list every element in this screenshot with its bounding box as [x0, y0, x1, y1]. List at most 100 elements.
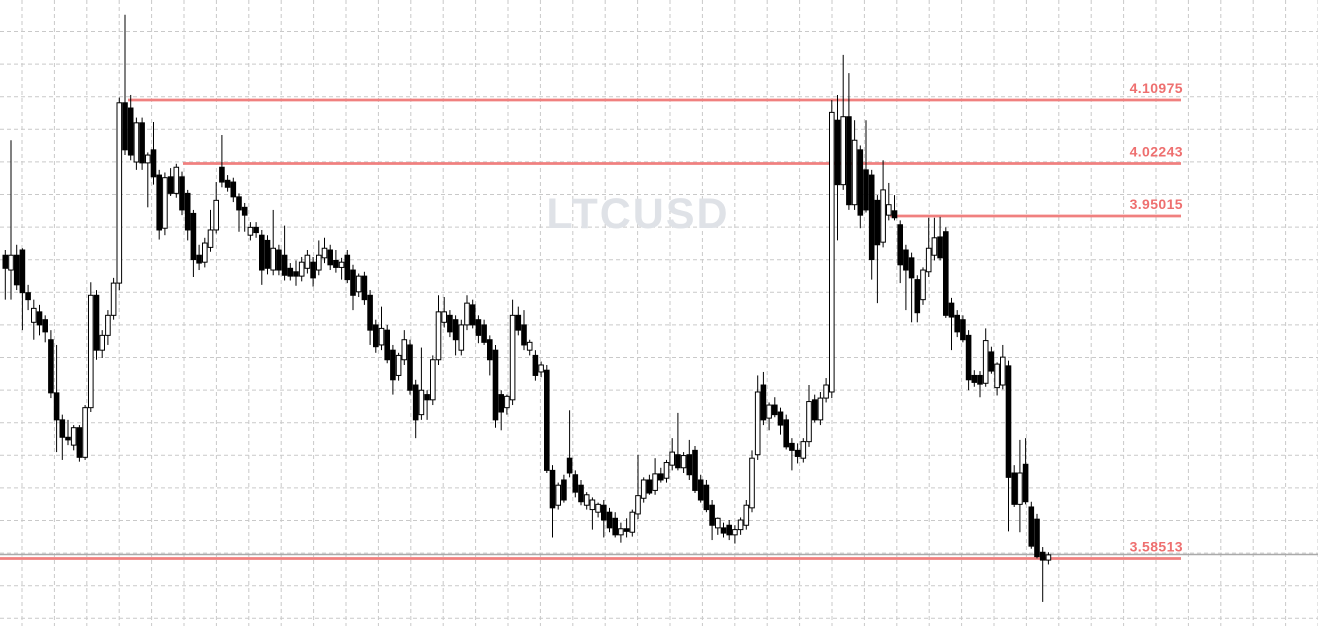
candle-body-up	[1000, 356, 1006, 386]
candle-body-down	[572, 474, 579, 493]
candle-body-up	[338, 261, 345, 268]
candle	[515, 306, 522, 336]
candle	[692, 445, 698, 494]
candle-body-down	[59, 419, 66, 438]
candle-body-down	[224, 179, 231, 188]
candle	[925, 217, 932, 278]
candle-body-down	[13, 254, 20, 286]
candle	[504, 394, 510, 415]
candle-body-up	[378, 327, 385, 346]
candle-body-down	[760, 384, 767, 421]
candle-body-up	[737, 519, 744, 531]
level-label: 4.10975	[1130, 80, 1183, 96]
candle	[601, 500, 607, 538]
candle	[886, 182, 892, 221]
candle-body-down	[1028, 506, 1035, 547]
candle-body-down	[53, 392, 60, 421]
candle	[390, 344, 396, 395]
candle	[1028, 501, 1035, 549]
candle	[669, 438, 676, 471]
candle-body-up	[355, 275, 362, 293]
candle-body-up	[732, 529, 738, 536]
candle-body-up	[401, 339, 408, 361]
candle-body-down	[943, 231, 949, 316]
candle-body-up	[538, 364, 544, 373]
candle-body-down	[897, 224, 904, 266]
candle	[481, 319, 487, 345]
candle-body-down	[977, 374, 983, 385]
candle-body-up	[829, 111, 835, 393]
candle-body-up	[555, 484, 562, 506]
candle-body-up	[8, 254, 14, 271]
candle	[732, 525, 738, 544]
candle	[304, 250, 311, 274]
candle-body-down	[384, 329, 390, 361]
candle	[1034, 513, 1040, 559]
candle	[88, 282, 94, 413]
candle-body-up	[669, 451, 676, 466]
candle-body-up	[162, 177, 168, 229]
candle-body-down	[241, 206, 248, 216]
candle-body-down	[1011, 472, 1018, 505]
candle-body-down	[891, 210, 898, 219]
candle	[829, 100, 835, 399]
candle	[259, 229, 265, 285]
candle	[281, 225, 288, 281]
candle	[458, 319, 465, 356]
candle	[401, 330, 408, 365]
candle	[561, 474, 567, 503]
candle	[316, 240, 322, 276]
level-label: 4.02243	[1130, 144, 1183, 160]
candle-body-up	[800, 441, 807, 459]
candle-body-up	[464, 302, 470, 326]
candle-body-up	[526, 341, 533, 351]
candle	[868, 169, 875, 280]
candle-body-down	[287, 267, 294, 277]
candle	[965, 330, 972, 391]
candle	[179, 171, 185, 216]
candle-body-down	[726, 524, 733, 536]
candle	[937, 216, 943, 261]
candle-body-up	[321, 247, 328, 259]
candle	[65, 419, 71, 446]
level-price-labels: 4.10975 4.02243 3.95015 3.58513	[1130, 80, 1183, 555]
candle-body-up	[316, 254, 322, 271]
candle	[373, 319, 379, 353]
candle	[703, 479, 710, 513]
candle	[960, 315, 966, 343]
candle-body-down	[139, 122, 145, 164]
candle	[498, 390, 504, 431]
candle	[823, 378, 829, 403]
candle-body-down	[971, 374, 978, 383]
candle-body-down	[863, 169, 869, 211]
candle	[430, 355, 436, 406]
candle	[931, 217, 938, 261]
candle	[145, 152, 151, 208]
candle-body-up	[207, 229, 214, 248]
candle	[709, 500, 715, 541]
candle	[920, 267, 926, 305]
candle-body-down	[908, 257, 915, 279]
candle-body-down	[48, 339, 54, 394]
candle	[287, 263, 294, 281]
candle-body-down	[1034, 518, 1040, 558]
candle	[566, 410, 573, 478]
candle	[42, 315, 49, 343]
candle-body-down	[544, 369, 550, 471]
candle-body-up	[817, 397, 824, 421]
candle	[241, 202, 248, 232]
candle	[851, 120, 858, 210]
candle	[213, 182, 219, 234]
candle	[333, 250, 339, 273]
candle-body-down	[219, 166, 225, 183]
candle	[640, 477, 647, 503]
candle	[361, 271, 368, 305]
candle	[612, 512, 619, 538]
candle	[766, 402, 772, 431]
candle	[487, 335, 493, 376]
candle-body-up	[202, 242, 208, 263]
candle	[675, 412, 681, 471]
candle-body-down	[190, 212, 197, 261]
